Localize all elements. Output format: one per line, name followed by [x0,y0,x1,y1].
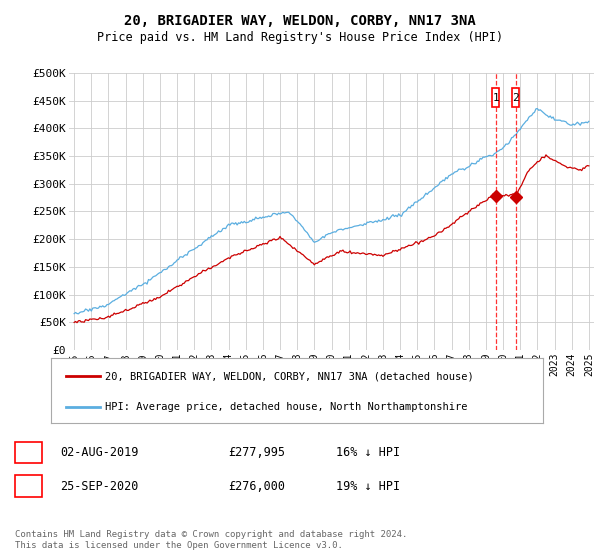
Text: 2: 2 [512,93,519,102]
Text: £276,000: £276,000 [228,479,285,493]
Text: Contains HM Land Registry data © Crown copyright and database right 2024.
This d: Contains HM Land Registry data © Crown c… [15,530,407,550]
Text: 20, BRIGADIER WAY, WELDON, CORBY, NN17 3NA (detached house): 20, BRIGADIER WAY, WELDON, CORBY, NN17 3… [105,371,474,381]
Text: 25-SEP-2020: 25-SEP-2020 [60,479,139,493]
Text: 1: 1 [493,93,499,102]
FancyBboxPatch shape [512,88,519,108]
Text: 2: 2 [25,479,32,493]
Text: HPI: Average price, detached house, North Northamptonshire: HPI: Average price, detached house, Nort… [105,402,467,412]
Text: Price paid vs. HM Land Registry's House Price Index (HPI): Price paid vs. HM Land Registry's House … [97,31,503,44]
Text: 20, BRIGADIER WAY, WELDON, CORBY, NN17 3NA: 20, BRIGADIER WAY, WELDON, CORBY, NN17 3… [124,14,476,28]
FancyBboxPatch shape [15,442,42,463]
Text: 16% ↓ HPI: 16% ↓ HPI [336,446,400,459]
Text: 19% ↓ HPI: 19% ↓ HPI [336,479,400,493]
Text: £277,995: £277,995 [228,446,285,459]
FancyBboxPatch shape [15,475,42,497]
Text: 1: 1 [25,446,32,459]
Text: 02-AUG-2019: 02-AUG-2019 [60,446,139,459]
FancyBboxPatch shape [492,88,499,108]
